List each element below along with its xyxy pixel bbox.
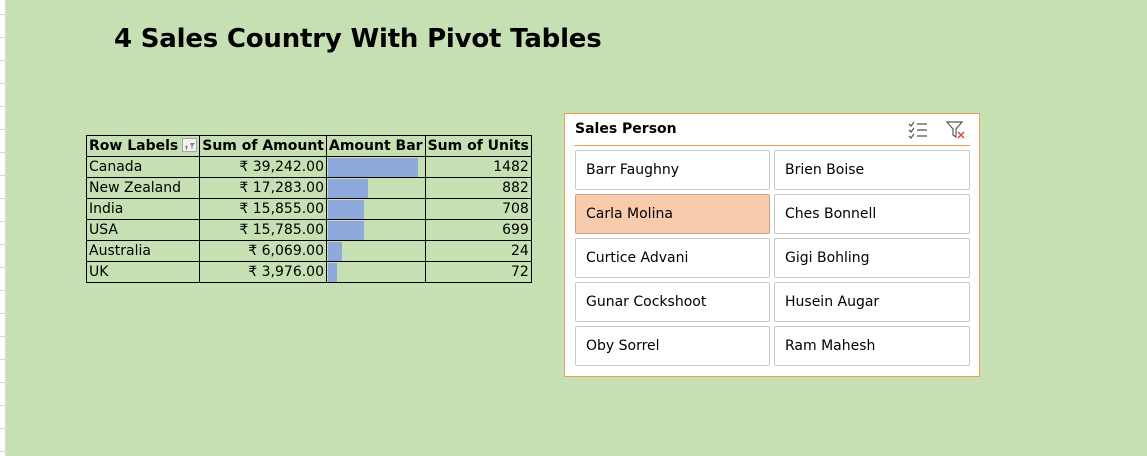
row-gridline: [0, 60, 5, 61]
header-row-labels[interactable]: Row Labels: [85, 135, 201, 157]
row-label[interactable]: New Zealand: [85, 177, 201, 199]
sum-units-cell[interactable]: 1482: [424, 156, 532, 178]
header-amount-bar: Amount Bar: [326, 135, 426, 157]
amount-bar: [328, 157, 418, 177]
sum-units-cell[interactable]: 699: [424, 219, 532, 241]
slicer-item[interactable]: Gigi Bohling: [774, 238, 970, 278]
multi-select-icon[interactable]: [907, 120, 929, 140]
amount-bar: [328, 220, 364, 240]
row-label[interactable]: USA: [85, 219, 201, 241]
amount-bar-cell[interactable]: [326, 198, 426, 220]
row-gridline: [0, 313, 5, 314]
pivot-row: Canada ₹ 39,242.00 1482: [85, 156, 532, 178]
row-gridline: [0, 267, 5, 268]
row-gridline: [0, 336, 5, 337]
row-label[interactable]: India: [85, 198, 201, 220]
row-gridline: [0, 83, 5, 84]
filter-dropdown-icon[interactable]: [182, 138, 198, 152]
row-gridline: [0, 152, 5, 153]
header-row-labels-text: Row Labels: [89, 138, 179, 154]
sum-amount-cell[interactable]: ₹ 15,785.00: [199, 219, 327, 241]
slicer-item[interactable]: Carla Molina: [575, 194, 770, 234]
slicer-item[interactable]: Ram Mahesh: [774, 326, 970, 366]
slicer-item[interactable]: Oby Sorrel: [575, 326, 770, 366]
sum-amount-cell[interactable]: ₹ 6,069.00: [199, 240, 327, 262]
row-gridline: [0, 198, 5, 199]
amount-bar: [328, 241, 342, 261]
slicer-divider: [574, 145, 970, 146]
slicer-item[interactable]: Husein Augar: [774, 282, 970, 322]
slicer-item[interactable]: Brien Boise: [774, 150, 970, 190]
row-gridline: [0, 106, 5, 107]
amount-bar-cell[interactable]: [326, 156, 426, 178]
pivot-row: Australia ₹ 6,069.00 24: [85, 240, 532, 262]
sales-person-slicer[interactable]: Sales Person Barr Faughny Brien Boise Carl…: [564, 113, 980, 377]
sum-units-cell[interactable]: 882: [424, 177, 532, 199]
sheet-left-edge: [0, 0, 6, 456]
row-gridline: [0, 359, 5, 360]
amount-bar: [328, 178, 368, 198]
slicer-items: Barr Faughny Brien Boise Carla Molina Ches …: [575, 150, 970, 366]
clear-filter-icon[interactable]: [945, 120, 967, 140]
row-gridline: [0, 382, 5, 383]
row-gridline: [0, 129, 5, 130]
sum-amount-cell[interactable]: ₹ 17,283.00: [199, 177, 327, 199]
row-gridline: [0, 428, 5, 429]
header-sum-units: Sum of Units: [424, 135, 532, 157]
sum-units-cell[interactable]: 24: [424, 240, 532, 262]
row-label[interactable]: Australia: [85, 240, 201, 262]
amount-bar-cell[interactable]: [326, 240, 426, 262]
sum-amount-cell[interactable]: ₹ 15,855.00: [199, 198, 327, 220]
amount-bar-cell[interactable]: [326, 261, 426, 283]
row-gridline: [0, 14, 5, 15]
pivot-header-row: Row Labels Sum of Amount Amount Bar Sum …: [85, 135, 532, 157]
row-gridline: [0, 221, 5, 222]
amount-bar-cell[interactable]: [326, 219, 426, 241]
row-gridline: [0, 405, 5, 406]
pivot-table: Row Labels Sum of Amount Amount Bar Sum …: [85, 135, 532, 283]
slicer-item[interactable]: Ches Bonnell: [774, 194, 970, 234]
sum-units-cell[interactable]: 72: [424, 261, 532, 283]
pivot-row: UK ₹ 3,976.00 72: [85, 261, 532, 283]
row-gridline: [0, 175, 5, 176]
row-label[interactable]: UK: [85, 261, 201, 283]
slicer-title: Sales Person: [575, 121, 677, 137]
pivot-row: USA ₹ 15,785.00 699: [85, 219, 532, 241]
header-sum-amount: Sum of Amount: [199, 135, 327, 157]
slicer-item[interactable]: Curtice Advani: [575, 238, 770, 278]
sum-units-cell[interactable]: 708: [424, 198, 532, 220]
sum-amount-cell[interactable]: ₹ 3,976.00: [199, 261, 327, 283]
amount-bar: [328, 199, 364, 219]
slicer-item[interactable]: Gunar Cockshoot: [575, 282, 770, 322]
row-gridline: [0, 37, 5, 38]
row-gridline: [0, 451, 5, 452]
pivot-row: India ₹ 15,855.00 708: [85, 198, 532, 220]
row-gridline: [0, 244, 5, 245]
amount-bar: [328, 262, 337, 282]
page-title: 4 Sales Country With Pivot Tables: [114, 24, 602, 54]
slicer-item[interactable]: Barr Faughny: [575, 150, 770, 190]
pivot-row: New Zealand ₹ 17,283.00 882: [85, 177, 532, 199]
row-gridline: [0, 290, 5, 291]
sum-amount-cell[interactable]: ₹ 39,242.00: [199, 156, 327, 178]
row-label[interactable]: Canada: [85, 156, 201, 178]
amount-bar-cell[interactable]: [326, 177, 426, 199]
